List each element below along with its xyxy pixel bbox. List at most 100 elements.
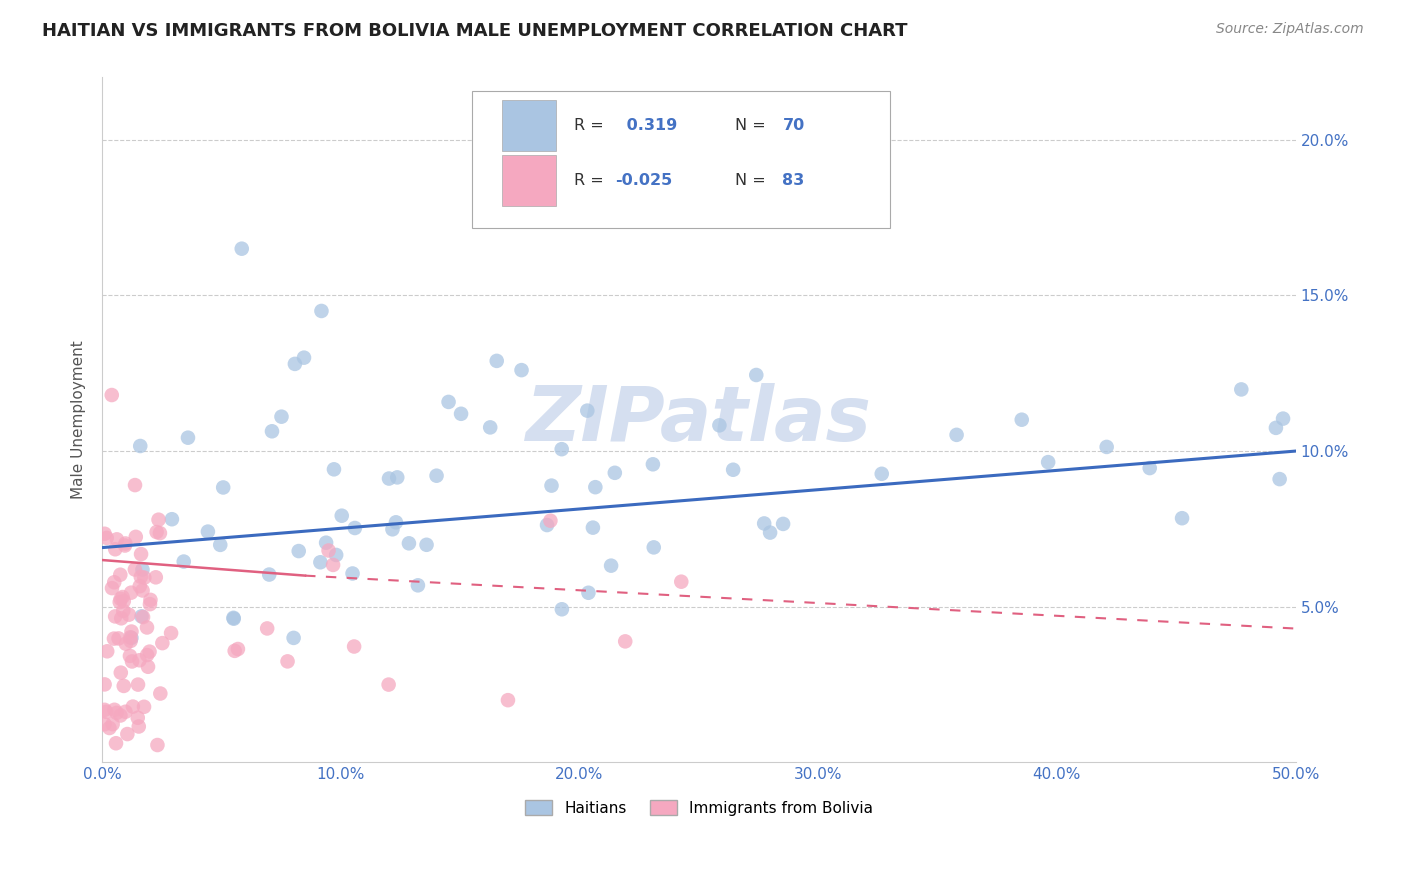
Point xyxy=(318,543,340,558)
Point xyxy=(112,594,135,608)
Point xyxy=(93,526,115,541)
Point xyxy=(136,620,159,634)
Point xyxy=(425,468,447,483)
Point xyxy=(120,634,142,648)
Point xyxy=(131,583,153,598)
Bar xyxy=(502,154,555,206)
Point xyxy=(450,407,472,421)
Point xyxy=(600,558,623,573)
Point xyxy=(292,351,315,365)
Point xyxy=(222,612,245,626)
Point xyxy=(105,706,128,720)
Point xyxy=(614,634,637,648)
Point xyxy=(256,622,278,636)
Point xyxy=(101,581,124,595)
Point xyxy=(127,711,149,725)
Point xyxy=(136,659,159,673)
Text: -0.025: -0.025 xyxy=(616,173,672,187)
Text: N =: N = xyxy=(735,173,770,187)
Point xyxy=(1268,472,1291,486)
Point xyxy=(315,535,337,549)
Point xyxy=(536,518,558,533)
Text: Source: ZipAtlas.com: Source: ZipAtlas.com xyxy=(1216,22,1364,37)
Point xyxy=(105,533,128,547)
Text: N =: N = xyxy=(735,118,770,133)
Point xyxy=(197,524,219,539)
Point xyxy=(124,478,146,492)
Point xyxy=(134,571,156,585)
Point xyxy=(284,357,307,371)
Point xyxy=(131,609,153,624)
Point xyxy=(108,595,131,609)
Point xyxy=(270,409,292,424)
Point xyxy=(160,512,183,526)
Point xyxy=(149,687,172,701)
Point xyxy=(496,693,519,707)
Point xyxy=(479,420,502,434)
Point xyxy=(110,708,132,723)
Point xyxy=(709,418,731,433)
Text: HAITIAN VS IMMIGRANTS FROM BOLIVIA MALE UNEMPLOYMENT CORRELATION CHART: HAITIAN VS IMMIGRANTS FROM BOLIVIA MALE … xyxy=(42,22,908,40)
Y-axis label: Male Unemployment: Male Unemployment xyxy=(72,341,86,500)
Point xyxy=(330,508,353,523)
Point xyxy=(643,541,665,555)
Point xyxy=(945,427,967,442)
Point xyxy=(136,648,159,662)
Point xyxy=(578,586,600,600)
Point xyxy=(101,717,124,731)
Point xyxy=(378,471,401,485)
Text: R =: R = xyxy=(574,173,609,187)
Point xyxy=(129,570,152,584)
Point xyxy=(385,516,408,530)
Point xyxy=(121,655,143,669)
Point xyxy=(103,703,125,717)
Point xyxy=(583,480,606,494)
Point xyxy=(132,610,155,624)
Point xyxy=(538,514,561,528)
Point xyxy=(772,516,794,531)
Point xyxy=(209,538,232,552)
Point xyxy=(231,242,253,256)
Point xyxy=(1171,511,1194,525)
Text: 70: 70 xyxy=(782,118,804,133)
Point xyxy=(551,602,574,616)
Point xyxy=(93,703,115,717)
Point xyxy=(224,644,246,658)
Point xyxy=(129,547,152,561)
Point xyxy=(93,717,115,731)
Point xyxy=(93,677,115,691)
Point xyxy=(260,424,283,438)
Point xyxy=(398,536,420,550)
Point xyxy=(120,585,142,599)
Point xyxy=(754,516,776,531)
Point xyxy=(114,536,136,550)
FancyBboxPatch shape xyxy=(472,91,890,228)
Point xyxy=(1264,421,1286,435)
Point xyxy=(139,592,162,607)
Point xyxy=(118,648,141,663)
Bar xyxy=(502,100,555,151)
Point xyxy=(145,570,167,584)
Point xyxy=(110,665,132,680)
Point xyxy=(325,548,347,562)
Point xyxy=(1230,383,1253,397)
Point xyxy=(146,738,169,752)
Point xyxy=(118,607,141,622)
Point xyxy=(540,478,562,492)
Point xyxy=(745,368,768,382)
Point xyxy=(177,431,200,445)
Point xyxy=(114,539,136,553)
Point xyxy=(111,590,134,604)
Point xyxy=(759,525,782,540)
Point xyxy=(551,442,574,457)
Point xyxy=(129,439,152,453)
Text: ZIPatlas: ZIPatlas xyxy=(526,383,872,457)
Point xyxy=(128,653,150,667)
Point xyxy=(115,637,138,651)
Point xyxy=(128,579,150,593)
Point xyxy=(222,611,245,625)
Point xyxy=(387,470,409,484)
Point xyxy=(117,727,139,741)
Point xyxy=(148,513,170,527)
Point xyxy=(277,654,299,668)
